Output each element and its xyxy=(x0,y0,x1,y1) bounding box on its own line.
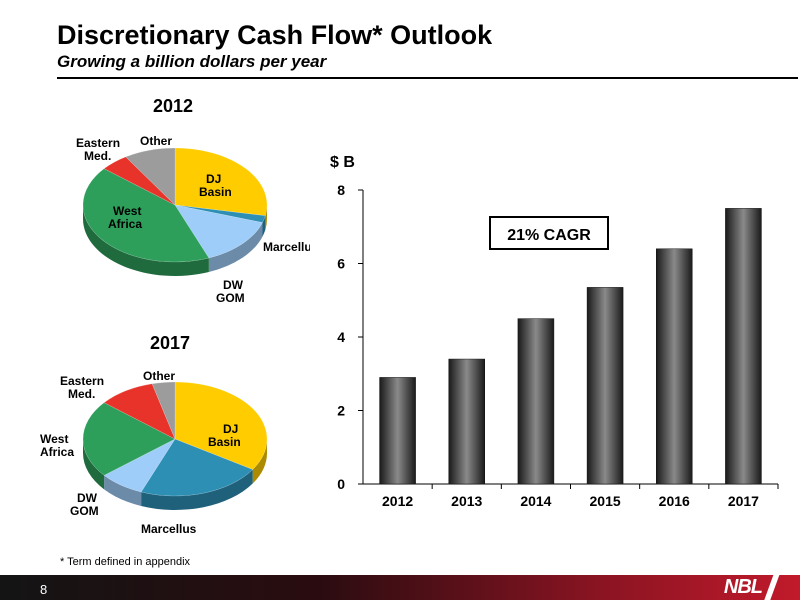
bar-2016 xyxy=(656,248,693,485)
pie-slice-dj-basin xyxy=(174,147,268,216)
pie-side-dw-gom xyxy=(104,475,142,506)
pie-2012-label-dj-basin: DJ Basin xyxy=(199,172,232,199)
pie-slice-other xyxy=(125,147,176,206)
y-tick-label: 2 xyxy=(337,403,345,419)
pie-side-west-africa xyxy=(83,439,105,490)
pie-side-marcellus xyxy=(262,215,266,237)
y-tick-label: 8 xyxy=(337,182,345,198)
pie-side-marcellus xyxy=(141,469,253,510)
pie-slice-eastern-med xyxy=(103,383,176,440)
bar-2012 xyxy=(379,377,416,485)
pie-slice-marcellus xyxy=(174,204,266,223)
pie-side-dj-basin xyxy=(265,205,267,230)
footnote: * Term defined in appendix xyxy=(60,556,191,568)
pie-slice-dj-basin xyxy=(174,381,268,470)
x-tick-label-2017: 2017 xyxy=(728,493,759,509)
pie-side-dj-basin xyxy=(252,439,267,484)
pie-chart-2017: Other Eastern Med. West Africa DJ Basin DW G… xyxy=(40,369,268,536)
pie-side-dw-gom xyxy=(208,222,263,272)
pie-2017-label-other: Other xyxy=(143,369,175,383)
x-tick-label-2015: 2015 xyxy=(590,493,621,509)
pie-chart-2012: Other Eastern Med. DJ Basin West Africa Mar… xyxy=(76,134,310,305)
pie-side-west-africa xyxy=(83,205,209,276)
pie-2012-label-dw-gom: DW GOM xyxy=(216,278,245,305)
nbl-logo: NBL xyxy=(723,576,763,598)
y-tick-label: 6 xyxy=(337,256,345,272)
pie-slice-dw-gom xyxy=(103,438,176,493)
pie-2017-label-eastern-med: Eastern Med. xyxy=(60,374,104,401)
cagr-annotation: 21% CAGR xyxy=(507,227,591,244)
x-tick-label-2014: 2014 xyxy=(520,493,551,509)
bar-2015 xyxy=(586,287,624,485)
y-tick-label: 4 xyxy=(337,329,345,345)
pie-2017-title: 2017 xyxy=(150,333,191,353)
pie-slice-west-africa xyxy=(82,402,176,476)
pie-2012-label-other: Other xyxy=(140,134,172,148)
x-tick-label-2016: 2016 xyxy=(659,493,690,509)
bar-2017 xyxy=(725,208,762,485)
pie-slice-west-africa xyxy=(82,168,210,263)
pie-slice-other xyxy=(151,381,176,440)
cagr-annotation-box xyxy=(489,216,609,250)
bar-2014 xyxy=(517,318,555,485)
pie-2017-label-marcellus: Marcellus xyxy=(141,522,197,536)
bar-2013 xyxy=(448,358,485,485)
pie-2012-label-eastern-med: Eastern Med. xyxy=(76,136,120,163)
pie-2017-label-dw-gom: DW GOM xyxy=(70,491,99,518)
x-tick-label-2012: 2012 xyxy=(382,493,413,509)
pie-slice-marcellus xyxy=(140,438,254,497)
pie-2017-label-dj-basin: DJ Basin xyxy=(208,422,241,449)
page-title: Discretionary Cash Flow* Outlook xyxy=(57,20,493,50)
pie-2017-label-west-africa: West Africa xyxy=(40,432,74,459)
pie-2012-label-west-africa: West Africa xyxy=(108,204,142,231)
y-axis-unit-label: $ B xyxy=(330,154,355,171)
bar-chart: $ B 0 2 4 6 8 2012 2013 2014 2015 2016 2017 21% C… xyxy=(330,154,779,509)
y-tick-label: 0 xyxy=(337,476,345,492)
footer-bar xyxy=(0,575,800,600)
pie-2012-title: 2012 xyxy=(153,96,194,116)
pie-2012-label-marcellus: Marcellus xyxy=(263,240,310,254)
x-tick-label-2013: 2013 xyxy=(451,493,482,509)
title-divider xyxy=(57,77,798,79)
pie-slice-dw-gom xyxy=(174,204,263,259)
pie-slice-eastern-med xyxy=(103,156,176,206)
page-number: 8 xyxy=(40,582,48,597)
page-subtitle: Growing a billion dollars per year xyxy=(57,52,327,71)
